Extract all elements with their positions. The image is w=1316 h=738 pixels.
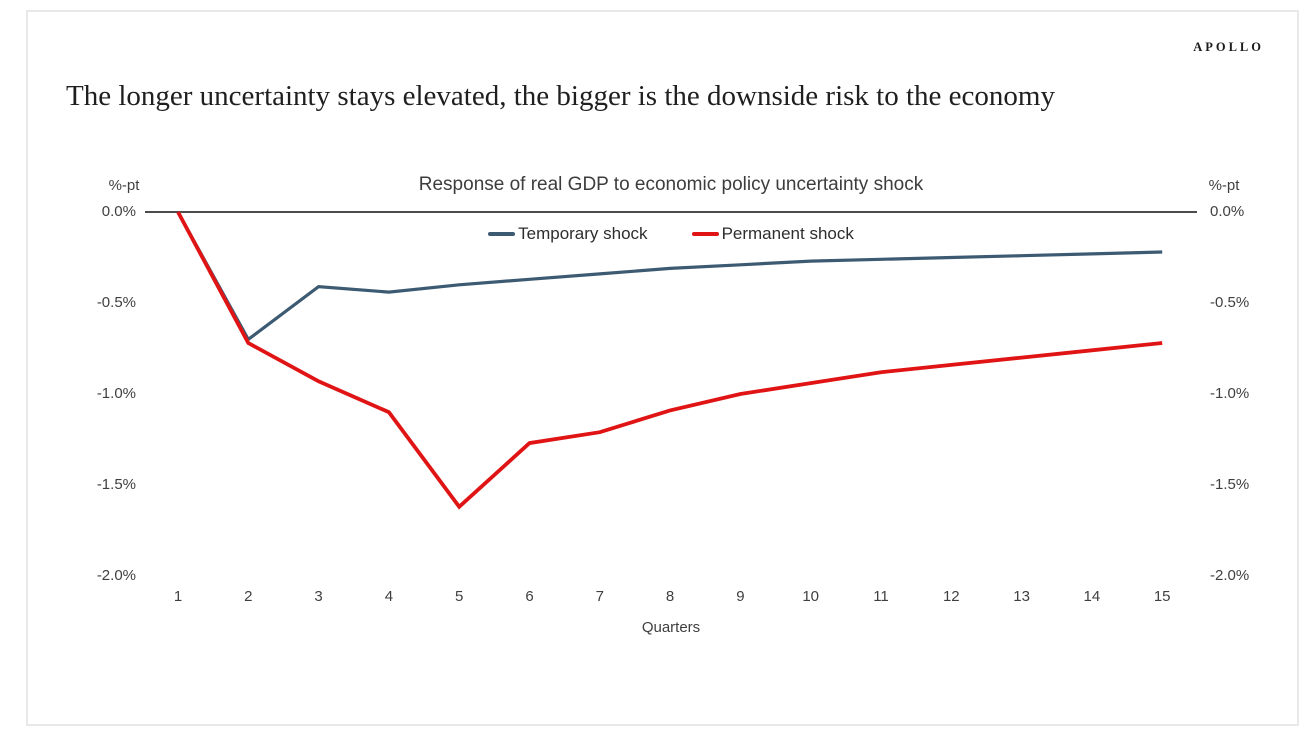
apollo-logo: APOLLO bbox=[1193, 40, 1264, 54]
y-tick-right: -0.5% bbox=[1210, 294, 1250, 311]
x-tick: 15 bbox=[1153, 588, 1171, 605]
x-tick: 5 bbox=[455, 588, 464, 605]
y-tick-left: -1.0% bbox=[96, 385, 136, 402]
x-tick: 2 bbox=[244, 588, 253, 605]
x-tick: 11 bbox=[873, 588, 889, 605]
y-tick-right: -2.0% bbox=[1210, 567, 1250, 584]
temporary-shock-line-icon bbox=[488, 232, 516, 236]
y-tick-left: -2.0% bbox=[96, 567, 136, 584]
x-tick: 14 bbox=[1083, 588, 1101, 605]
x-tick: 3 bbox=[314, 588, 323, 605]
chart-legend: Temporary shock Permanent shock bbox=[145, 224, 1197, 244]
slide-border bbox=[26, 10, 1299, 726]
x-axis-title: Quarters bbox=[641, 619, 701, 636]
y-axis-unit-right: %-pt bbox=[1208, 177, 1240, 194]
page-title: The longer uncertainty stays elevated, t… bbox=[66, 80, 1055, 112]
x-tick: 6 bbox=[525, 588, 534, 605]
x-tick: 10 bbox=[802, 588, 820, 605]
legend-item-permanent-shock: Permanent shock bbox=[691, 224, 854, 244]
x-tick: 4 bbox=[384, 588, 394, 605]
chart-title: Response of real GDP to economic policy … bbox=[418, 174, 924, 195]
chart-series-group bbox=[176, 211, 1163, 510]
x-tick: 13 bbox=[1013, 588, 1030, 605]
y-tick-right: 0.0% bbox=[1210, 203, 1245, 220]
series-line-permanent-shock bbox=[176, 211, 1163, 510]
legend-label-temporary-shock: Temporary shock bbox=[518, 224, 648, 243]
x-tick: 8 bbox=[665, 588, 675, 605]
x-tick: 9 bbox=[736, 588, 745, 605]
permanent-shock-line-icon bbox=[691, 232, 719, 236]
y-axis-unit-left: %-pt bbox=[108, 177, 140, 194]
legend-item-temporary-shock: Temporary shock bbox=[488, 224, 648, 244]
y-tick-left: -1.5% bbox=[96, 476, 136, 493]
y-tick-right: -1.5% bbox=[1210, 476, 1250, 493]
legend-label-permanent-shock: Permanent shock bbox=[721, 224, 854, 243]
series-line-temporary-shock bbox=[176, 211, 1163, 342]
y-tick-left: -0.5% bbox=[96, 294, 136, 311]
y-tick-left: 0.0% bbox=[101, 203, 136, 220]
y-tick-right: -1.0% bbox=[1210, 385, 1250, 402]
x-tick: 1 bbox=[173, 588, 183, 605]
x-tick: 12 bbox=[942, 588, 960, 605]
x-tick: 7 bbox=[595, 588, 604, 605]
